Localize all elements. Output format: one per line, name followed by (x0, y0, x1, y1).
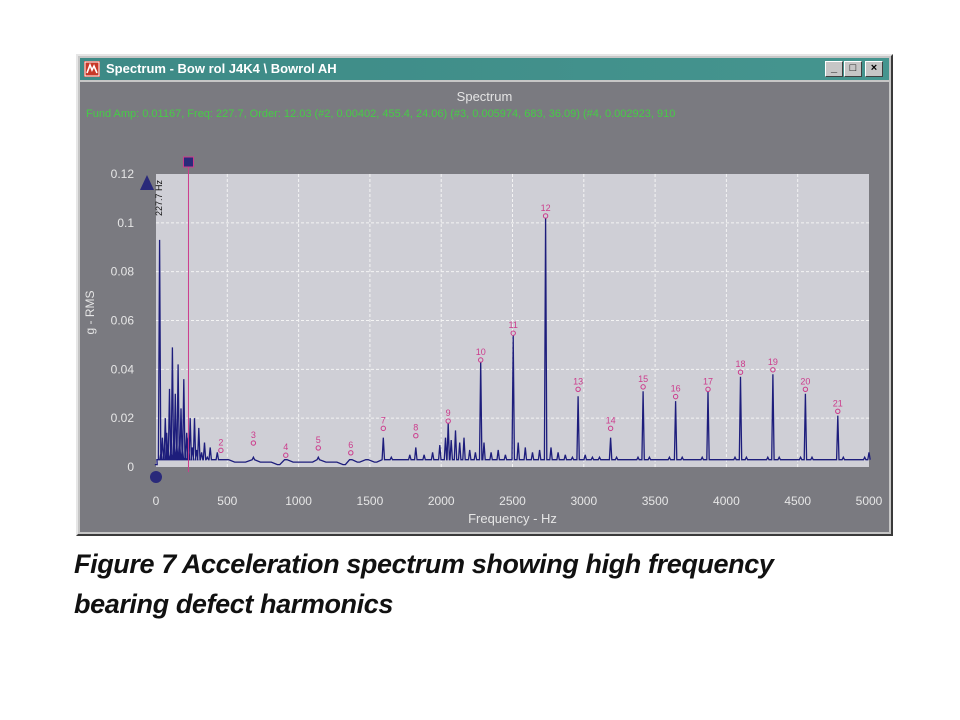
x-tick-label: 2500 (499, 494, 526, 508)
harmonic-marker (607, 425, 614, 432)
harmonic-label: 14 (606, 415, 616, 425)
y-tick-label: 0.12 (111, 167, 135, 181)
harmonic-label: 10 (476, 347, 486, 357)
x-tick-label: 2000 (428, 494, 455, 508)
harmonic-marker (283, 452, 289, 458)
spectrum-series-line (154, 217, 871, 466)
harmonic-label: 15 (638, 374, 648, 384)
x-tick-label: 3000 (570, 494, 597, 508)
x-tick-label: 500 (217, 494, 237, 508)
fundamental-readout: Fund Amp: 0.01167, Freq: 227.7, Order: 1… (86, 108, 676, 120)
harmonic-label: 4 (283, 442, 288, 452)
maximize-button[interactable]: □ (844, 61, 862, 77)
amplitude-marker-icon (140, 175, 154, 190)
x-tick-label: 5000 (856, 494, 883, 508)
cursor-handle-icon (182, 156, 194, 168)
harmonic-marker (218, 447, 224, 454)
harmonic-marker (348, 450, 354, 456)
harmonic-marker (672, 393, 679, 400)
harmonic-label: 5 (316, 435, 321, 445)
minimize-button[interactable]: _ (825, 61, 843, 77)
close-button[interactable]: × (865, 61, 883, 77)
harmonic-label: 12 (541, 203, 551, 213)
harmonic-marker (640, 384, 646, 390)
x-tick-label: 4500 (784, 494, 811, 508)
origin-marker-icon (150, 471, 162, 483)
harmonic-marker (542, 213, 549, 219)
y-tick-label: 0 (127, 460, 134, 474)
caption-line-2: bearing defect harmonics (74, 589, 393, 619)
harmonic-marker (737, 369, 744, 375)
harmonic-marker (445, 418, 451, 424)
harmonic-marker (250, 440, 257, 446)
x-axis-label: Frequency - Hz (468, 511, 557, 526)
app-icon (84, 61, 100, 77)
x-tick-label: 0 (153, 494, 160, 508)
x-tick-label: 3500 (642, 494, 669, 508)
harmonic-label: 21 (833, 398, 843, 408)
y-tick-label: 0.06 (111, 314, 135, 328)
harmonic-marker (705, 386, 711, 393)
y-tick-label: 0.1 (117, 216, 134, 230)
y-axis-label: g - RMS (83, 290, 97, 334)
harmonic-marker (478, 357, 484, 363)
harmonic-label: 6 (348, 440, 353, 450)
caption-line-1: Figure 7 Acceleration spectrum showing h… (74, 549, 774, 579)
x-tick-label: 4000 (713, 494, 740, 508)
harmonic-marker (575, 386, 581, 393)
window-title: Spectrum - Bow rol J4K4 \ Bowrol AH (106, 61, 337, 76)
figure-caption: Figure 7 Acceleration spectrum showing h… (74, 544, 894, 624)
harmonic-label: 13 (573, 376, 583, 386)
harmonic-marker (835, 408, 841, 414)
harmonic-marker (413, 433, 419, 439)
harmonic-label: 7 (381, 415, 386, 425)
title-bar[interactable]: Spectrum - Bow rol J4K4 \ Bowrol AH _ □ … (80, 58, 889, 80)
harmonic-label: 11 (509, 320, 518, 330)
harmonic-label: 18 (736, 359, 746, 369)
y-tick-label: 0.02 (111, 411, 135, 425)
harmonic-label: 19 (768, 357, 778, 367)
harmonic-marker (380, 425, 387, 432)
x-tick-label: 1500 (357, 494, 384, 508)
y-tick-label: 0.04 (111, 362, 135, 376)
harmonic-label: 2 (218, 437, 223, 447)
harmonic-marker (510, 330, 516, 336)
harmonic-label: 20 (800, 376, 810, 386)
cursor-readout: 227.7 Hz (154, 180, 164, 217)
spectrum-window: Spectrum - Bow rol J4K4 \ Bowrol AH _ □ … (76, 54, 893, 536)
harmonic-marker (770, 367, 776, 373)
plot-title: Spectrum (456, 89, 513, 104)
harmonic-label: 3 (251, 430, 256, 440)
harmonic-label: 17 (703, 376, 713, 386)
x-tick-label: 1000 (285, 494, 312, 508)
harmonic-label: 9 (446, 408, 451, 418)
spectrum-chart: 0 500 1000 1500 2000 2500 3000 3500 4000 4500 5000… (83, 156, 883, 526)
harmonic-marker (315, 445, 321, 451)
harmonic-label: 16 (671, 384, 681, 394)
chart-area: Spectrum Fund Amp: 0.01167, Freq: 227.7,… (80, 82, 889, 532)
harmonic-label: 8 (413, 423, 418, 433)
harmonic-marker (802, 386, 809, 393)
y-tick-label: 0.08 (111, 265, 135, 279)
